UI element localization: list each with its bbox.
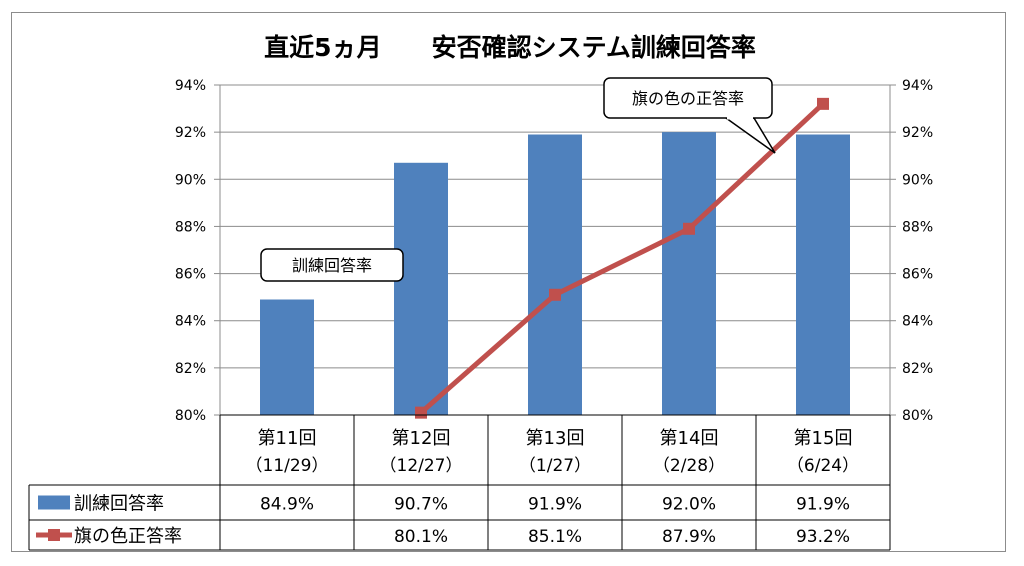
y2-tick-label: 80%: [902, 408, 933, 424]
y2-tick-label: 88%: [902, 219, 933, 235]
y2-tick-label: 86%: [902, 267, 933, 283]
category-label: 第14回: [660, 428, 719, 449]
table-value: 80.1%: [394, 527, 448, 547]
bar: [662, 132, 716, 415]
y-tick-label: 88%: [175, 219, 206, 235]
table-value: 84.9%: [260, 495, 314, 515]
legend-key-bar: [38, 495, 70, 510]
line-marker: [415, 406, 427, 419]
line-marker: [817, 97, 829, 110]
callout-line-text: 旗の色の正答率: [632, 89, 744, 108]
legend-label: 旗の色正答率: [74, 526, 182, 547]
callout-line-tail: [723, 117, 776, 154]
table-value: 90.7%: [394, 495, 448, 515]
table-value: 91.9%: [528, 495, 582, 515]
y-tick-label: 82%: [175, 361, 206, 377]
y-tick-label: 92%: [175, 125, 206, 141]
category-label: 第15回: [794, 428, 853, 449]
category-label: 第11回: [258, 428, 317, 449]
table-value: 87.9%: [662, 527, 716, 547]
y-tick-label: 90%: [175, 172, 206, 188]
category-label: （1/27）: [519, 456, 591, 476]
bar-series: [260, 132, 850, 415]
table-value: 91.9%: [796, 495, 850, 515]
series-line: [419, 102, 825, 415]
callouts: 訓練回答率 旗の色の正答率: [260, 77, 776, 282]
y2-tick-label: 82%: [902, 361, 933, 377]
chart-title: 直近5ヵ月 安否確認システム訓練回答率: [264, 33, 756, 62]
category-label: （6/24）: [787, 456, 859, 476]
callout-bar-text: 訓練回答率: [292, 256, 372, 275]
category-label: （11/29）: [246, 456, 329, 476]
callout-line-box: [603, 77, 773, 119]
line-series: [415, 97, 829, 419]
table-value: 85.1%: [528, 527, 582, 547]
y2-tick-label: 84%: [902, 314, 933, 330]
category-label: （2/28）: [653, 456, 725, 476]
y-tick-label: 80%: [175, 408, 206, 424]
category-label: 第12回: [392, 428, 451, 449]
bar: [394, 162, 448, 415]
bar: [528, 134, 582, 415]
y2-tick-label: 92%: [902, 125, 933, 141]
bar: [796, 134, 850, 415]
y2-tick-label: 90%: [902, 172, 933, 188]
axes: 80% 80% 82% 82% 84% 84% 86% 86% 88% 88% 90% 90% 92% 9…: [175, 78, 933, 424]
category-label: （12/27）: [380, 456, 463, 476]
line-marker: [549, 288, 561, 301]
legend-label: 訓練回答率: [74, 494, 164, 515]
data-table: 第11回 （11/29） 第12回 （12/27） 第13回 （1/27） 第14回 （2/2…: [28, 414, 891, 551]
legend-key-marker: [48, 529, 60, 541]
y-tick-label: 84%: [175, 314, 206, 330]
callout-bar-box: [260, 248, 404, 282]
bar: [260, 299, 314, 415]
y2-tick-label: 94%: [902, 78, 933, 94]
y-tick-label: 86%: [175, 267, 206, 283]
table-value: 92.0%: [662, 495, 716, 515]
line-marker: [683, 222, 695, 235]
y-tick-label: 94%: [175, 78, 206, 94]
category-label: 第13回: [526, 428, 585, 449]
table-value: 93.2%: [796, 527, 850, 547]
